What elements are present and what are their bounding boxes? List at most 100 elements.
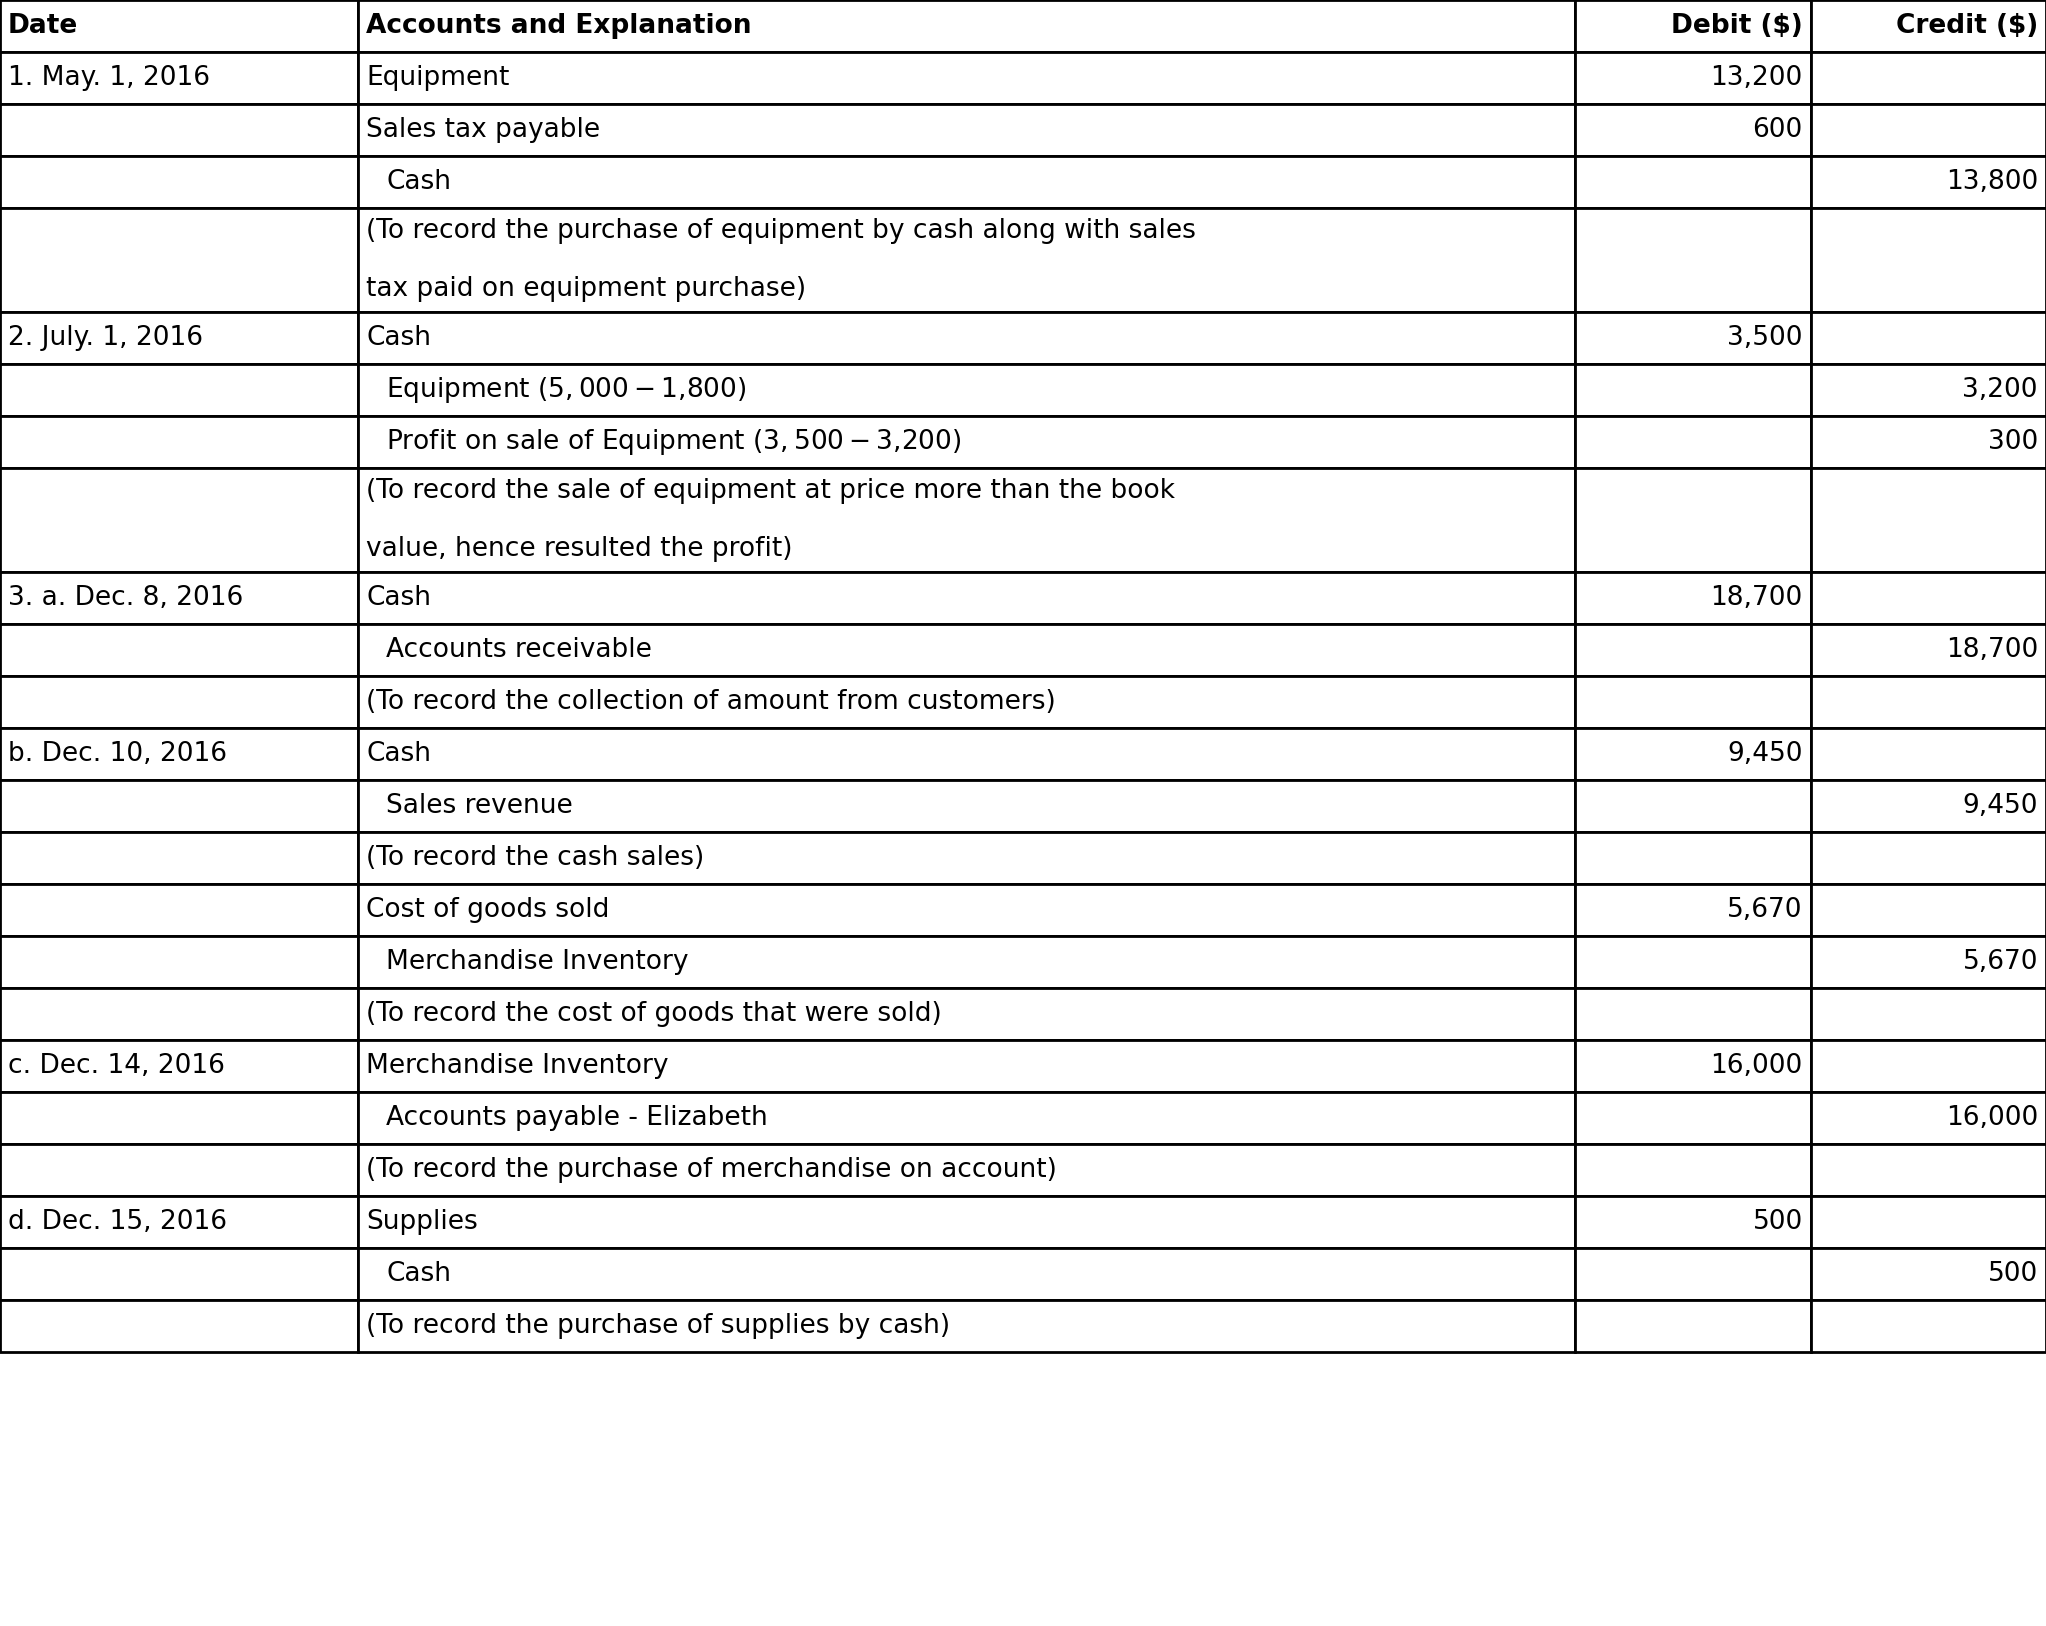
Bar <box>1811 1041 2046 1093</box>
Text: Merchandise Inventory: Merchandise Inventory <box>366 1054 669 1080</box>
Text: 9,450: 9,450 <box>1727 741 1803 767</box>
Bar <box>358 0 1575 52</box>
Bar <box>1575 937 1811 989</box>
Text: Cash: Cash <box>387 169 450 195</box>
Text: (To record the cost of goods that were sold): (To record the cost of goods that were s… <box>366 1002 941 1028</box>
Bar <box>1811 728 2046 780</box>
Bar <box>1575 156 1811 208</box>
Text: 5,670: 5,670 <box>1727 898 1803 924</box>
Text: Supplies: Supplies <box>366 1210 479 1236</box>
Bar <box>0 676 358 728</box>
Text: 13,800: 13,800 <box>1946 169 2038 195</box>
Bar <box>0 312 358 364</box>
Bar <box>358 624 1575 676</box>
Bar <box>0 728 358 780</box>
Bar <box>358 416 1575 468</box>
Text: Debit ($): Debit ($) <box>1672 13 1803 39</box>
Text: Cash: Cash <box>366 585 432 611</box>
Bar <box>1811 572 2046 624</box>
Bar <box>358 1197 1575 1249</box>
Text: 600: 600 <box>1753 117 1803 143</box>
Bar <box>1575 468 1811 572</box>
Bar <box>1811 312 2046 364</box>
Bar <box>1575 572 1811 624</box>
Bar <box>0 1145 358 1197</box>
Bar <box>1575 312 1811 364</box>
Text: 18,700: 18,700 <box>1946 637 2038 663</box>
Bar <box>1575 52 1811 104</box>
Bar <box>0 1197 358 1249</box>
Text: Cash: Cash <box>366 741 432 767</box>
Bar <box>1811 1197 2046 1249</box>
Bar <box>0 208 358 312</box>
Text: (To record the purchase of equipment by cash along with sales: (To record the purchase of equipment by … <box>366 218 1197 244</box>
Bar <box>1811 937 2046 989</box>
Bar <box>1811 780 2046 833</box>
Bar <box>358 676 1575 728</box>
Bar <box>358 364 1575 416</box>
Bar <box>0 1249 358 1301</box>
Bar <box>0 1093 358 1145</box>
Bar <box>1575 676 1811 728</box>
Bar <box>1575 989 1811 1041</box>
Bar <box>0 572 358 624</box>
Bar <box>1575 1301 1811 1351</box>
Bar <box>358 937 1575 989</box>
Bar <box>1575 104 1811 156</box>
Bar <box>0 104 358 156</box>
Text: 13,200: 13,200 <box>1710 65 1803 91</box>
Text: Accounts receivable: Accounts receivable <box>387 637 653 663</box>
Bar <box>0 624 358 676</box>
Bar <box>0 1301 358 1351</box>
Bar <box>358 104 1575 156</box>
Text: (To record the purchase of merchandise on account): (To record the purchase of merchandise o… <box>366 1158 1058 1184</box>
Text: (To record the collection of amount from customers): (To record the collection of amount from… <box>366 689 1056 715</box>
Bar <box>358 468 1575 572</box>
Bar <box>1575 1145 1811 1197</box>
Bar <box>358 312 1575 364</box>
Text: Profit on sale of Equipment ($3,500 - $3,200): Profit on sale of Equipment ($3,500 - $3… <box>387 428 962 457</box>
Bar <box>1811 468 2046 572</box>
Text: 300: 300 <box>1989 429 2038 455</box>
Bar <box>1811 156 2046 208</box>
Text: b. Dec. 10, 2016: b. Dec. 10, 2016 <box>8 741 227 767</box>
Bar <box>0 937 358 989</box>
Bar <box>358 989 1575 1041</box>
Text: c. Dec. 14, 2016: c. Dec. 14, 2016 <box>8 1054 225 1080</box>
Text: Cost of goods sold: Cost of goods sold <box>366 898 610 924</box>
Bar <box>1811 52 2046 104</box>
Bar <box>0 780 358 833</box>
Bar <box>1575 1249 1811 1301</box>
Bar <box>1811 104 2046 156</box>
Bar <box>0 156 358 208</box>
Text: 500: 500 <box>1753 1210 1803 1236</box>
Bar <box>1575 728 1811 780</box>
Bar <box>358 208 1575 312</box>
Text: 3. a. Dec. 8, 2016: 3. a. Dec. 8, 2016 <box>8 585 243 611</box>
Bar <box>358 1145 1575 1197</box>
Bar <box>1811 1249 2046 1301</box>
Text: Credit ($): Credit ($) <box>1897 13 2038 39</box>
Bar <box>0 989 358 1041</box>
Text: Merchandise Inventory: Merchandise Inventory <box>387 950 690 976</box>
Text: 1. May. 1, 2016: 1. May. 1, 2016 <box>8 65 211 91</box>
Text: 3,500: 3,500 <box>1727 325 1803 351</box>
Bar <box>1575 208 1811 312</box>
Text: Cash: Cash <box>387 1262 450 1288</box>
Bar <box>0 468 358 572</box>
Bar <box>1575 1197 1811 1249</box>
Text: Date: Date <box>8 13 78 39</box>
Bar <box>358 1093 1575 1145</box>
Text: Accounts payable - Elizabeth: Accounts payable - Elizabeth <box>387 1106 767 1132</box>
Text: Sales revenue: Sales revenue <box>387 793 573 820</box>
Text: Accounts and Explanation: Accounts and Explanation <box>366 13 751 39</box>
Bar <box>1811 624 2046 676</box>
Bar <box>358 780 1575 833</box>
Text: Equipment: Equipment <box>366 65 509 91</box>
Bar <box>0 1041 358 1093</box>
Bar <box>0 52 358 104</box>
Bar <box>0 885 358 937</box>
Bar <box>1811 1145 2046 1197</box>
Text: Equipment ($5,000 - $1,800): Equipment ($5,000 - $1,800) <box>387 376 747 405</box>
Bar <box>1811 208 2046 312</box>
